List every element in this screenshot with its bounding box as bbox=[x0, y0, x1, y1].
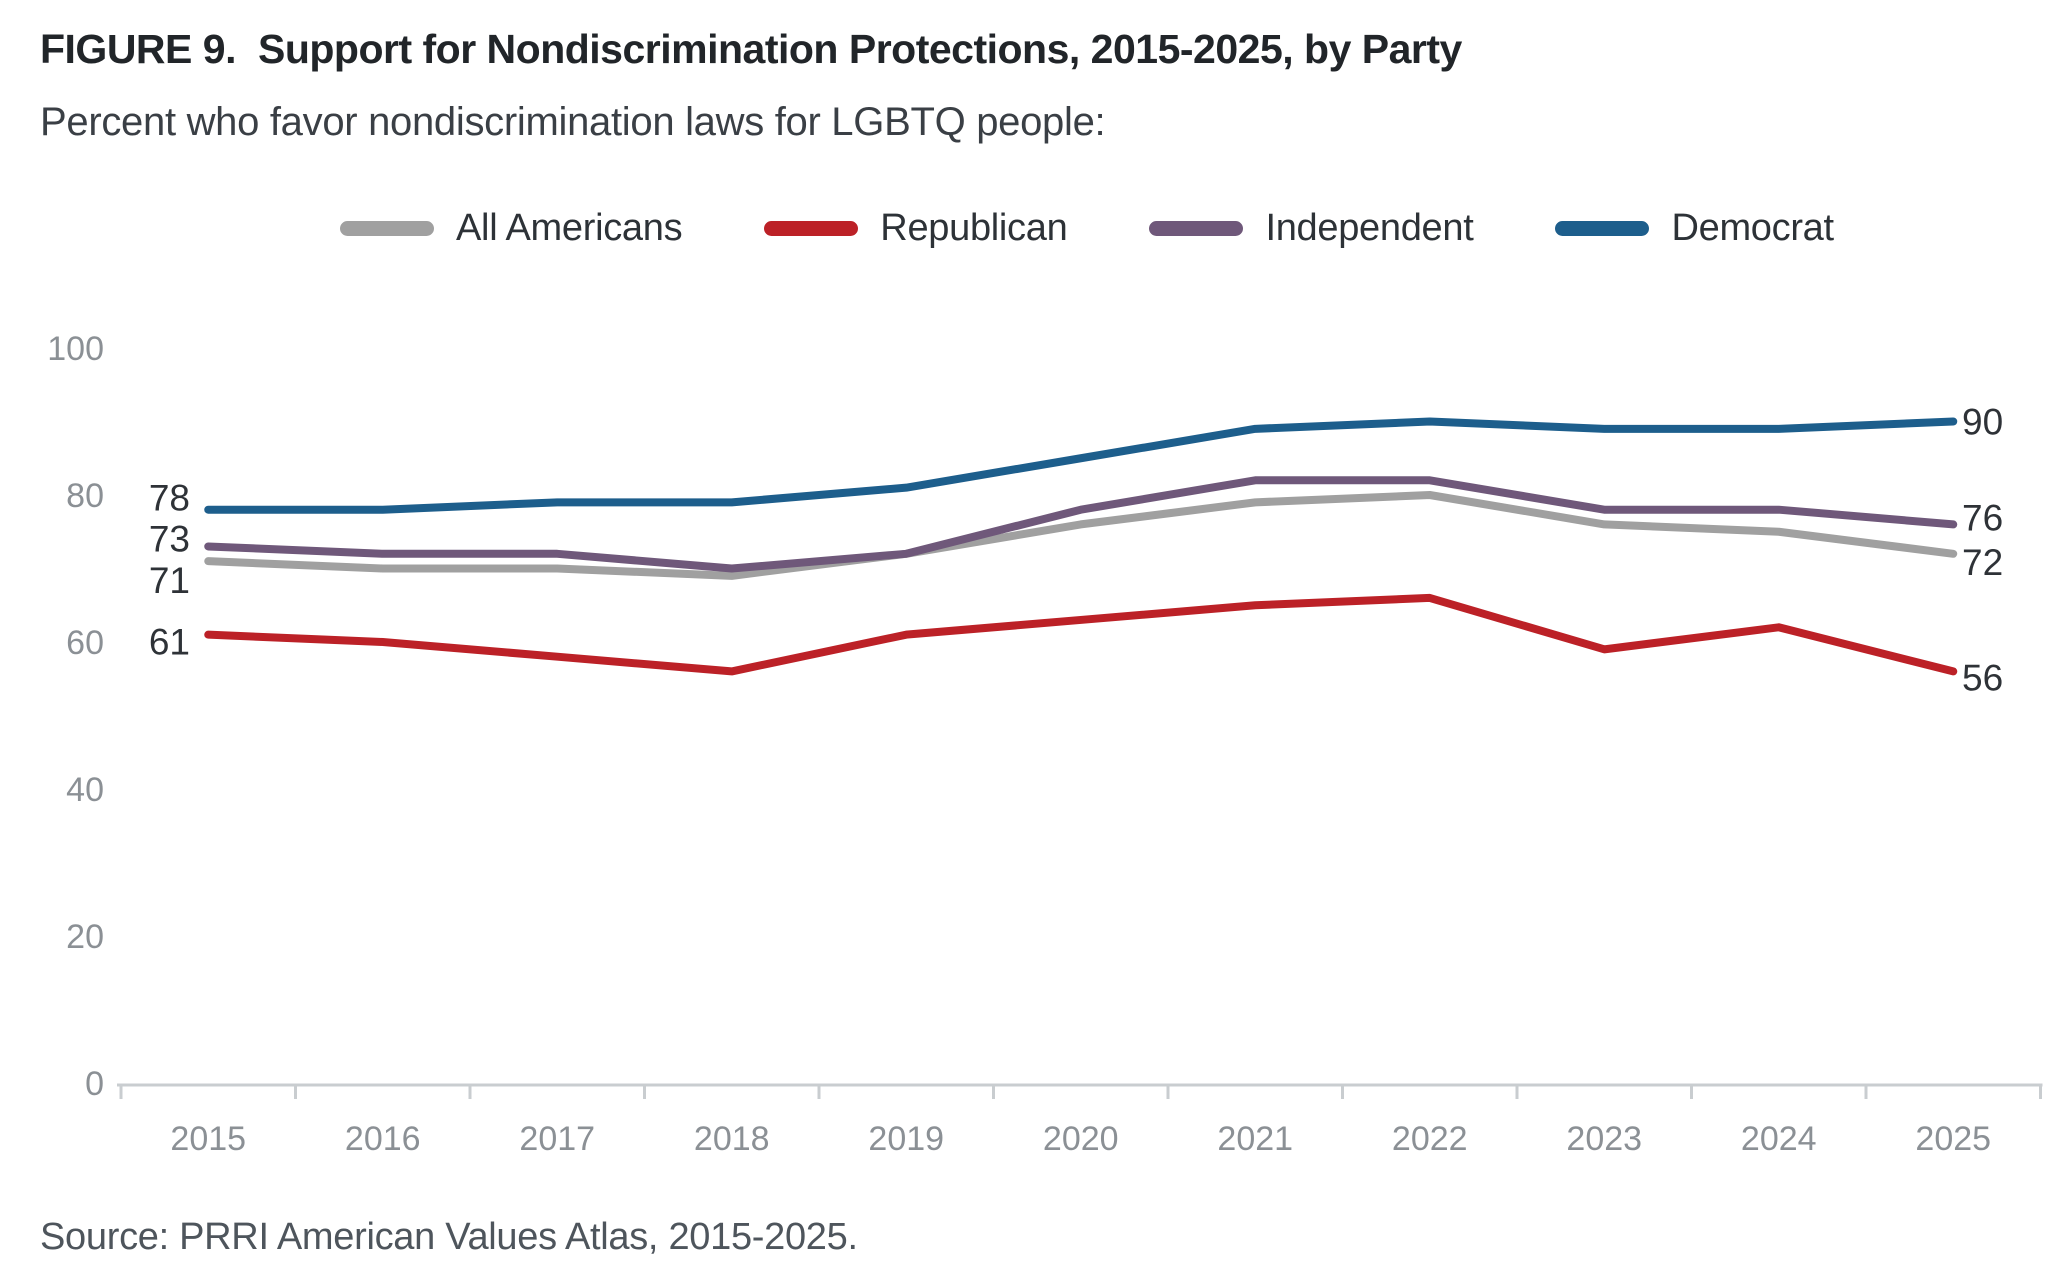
y-axis-label: 20 bbox=[66, 918, 104, 956]
figure-title: FIGURE 9. Support for Nondiscrimination P… bbox=[40, 26, 1462, 73]
x-axis-label: 2015 bbox=[170, 1120, 246, 1158]
legend-item: Republican bbox=[764, 206, 1068, 250]
legend-label: Independent bbox=[1265, 206, 1474, 249]
x-axis-label: 2022 bbox=[1392, 1120, 1468, 1158]
end-value-label: 76 bbox=[1962, 497, 2003, 538]
legend-swatch-icon bbox=[1149, 220, 1244, 236]
start-value-label: 73 bbox=[149, 518, 190, 559]
figure-subtitle: Percent who favor nondiscrimination laws… bbox=[40, 100, 1106, 144]
y-axis-label: 80 bbox=[66, 477, 104, 515]
start-value-label: 61 bbox=[149, 622, 190, 663]
series-line-all-americans bbox=[204, 491, 1958, 580]
legend-swatch-icon bbox=[1555, 220, 1650, 236]
legend-swatch-icon bbox=[340, 220, 434, 236]
x-axis-label: 2019 bbox=[868, 1120, 944, 1158]
chart-legend: All Americans Republican Independent Democr… bbox=[340, 202, 1834, 254]
x-axis-label: 2024 bbox=[1741, 1120, 1817, 1158]
legend-item: Independent bbox=[1149, 206, 1474, 250]
x-axis-label: 2018 bbox=[694, 1120, 770, 1158]
legend-label: Democrat bbox=[1671, 206, 1834, 249]
x-axis-label: 2021 bbox=[1217, 1120, 1293, 1158]
series-line-republican bbox=[204, 593, 1958, 676]
y-axis-label: 60 bbox=[66, 624, 104, 662]
x-axis-label: 2020 bbox=[1043, 1120, 1119, 1158]
end-value-label: 56 bbox=[1962, 657, 2003, 698]
y-axis-label: 100 bbox=[47, 330, 104, 368]
start-value-label: 78 bbox=[149, 478, 190, 519]
y-axis-label: 40 bbox=[66, 771, 104, 809]
start-value-label: 71 bbox=[149, 560, 190, 601]
figure-title-text: Support for Nondiscrimination Protection… bbox=[257, 26, 1462, 72]
legend-item: Democrat bbox=[1555, 206, 1834, 250]
end-value-label: 90 bbox=[1962, 402, 2003, 443]
x-axis-label: 2023 bbox=[1566, 1120, 1642, 1158]
figure-number-label: FIGURE 9. bbox=[40, 26, 236, 72]
end-value-label: 72 bbox=[1962, 542, 2003, 583]
legend-label: All Americans bbox=[456, 206, 683, 249]
series-line-independent bbox=[204, 476, 1958, 573]
x-axis-label: 2016 bbox=[345, 1120, 421, 1158]
x-axis-label: 2017 bbox=[519, 1120, 595, 1158]
x-axis-label: 2025 bbox=[1915, 1120, 1991, 1158]
source-note: Source: PRRI American Values Atlas, 2015… bbox=[40, 1216, 858, 1258]
legend-swatch-icon bbox=[764, 220, 859, 236]
legend-label: Republican bbox=[880, 206, 1068, 249]
legend-item: All Americans bbox=[340, 206, 683, 250]
series-line-democrat bbox=[204, 417, 1958, 514]
y-axis-label: 0 bbox=[85, 1065, 104, 1103]
